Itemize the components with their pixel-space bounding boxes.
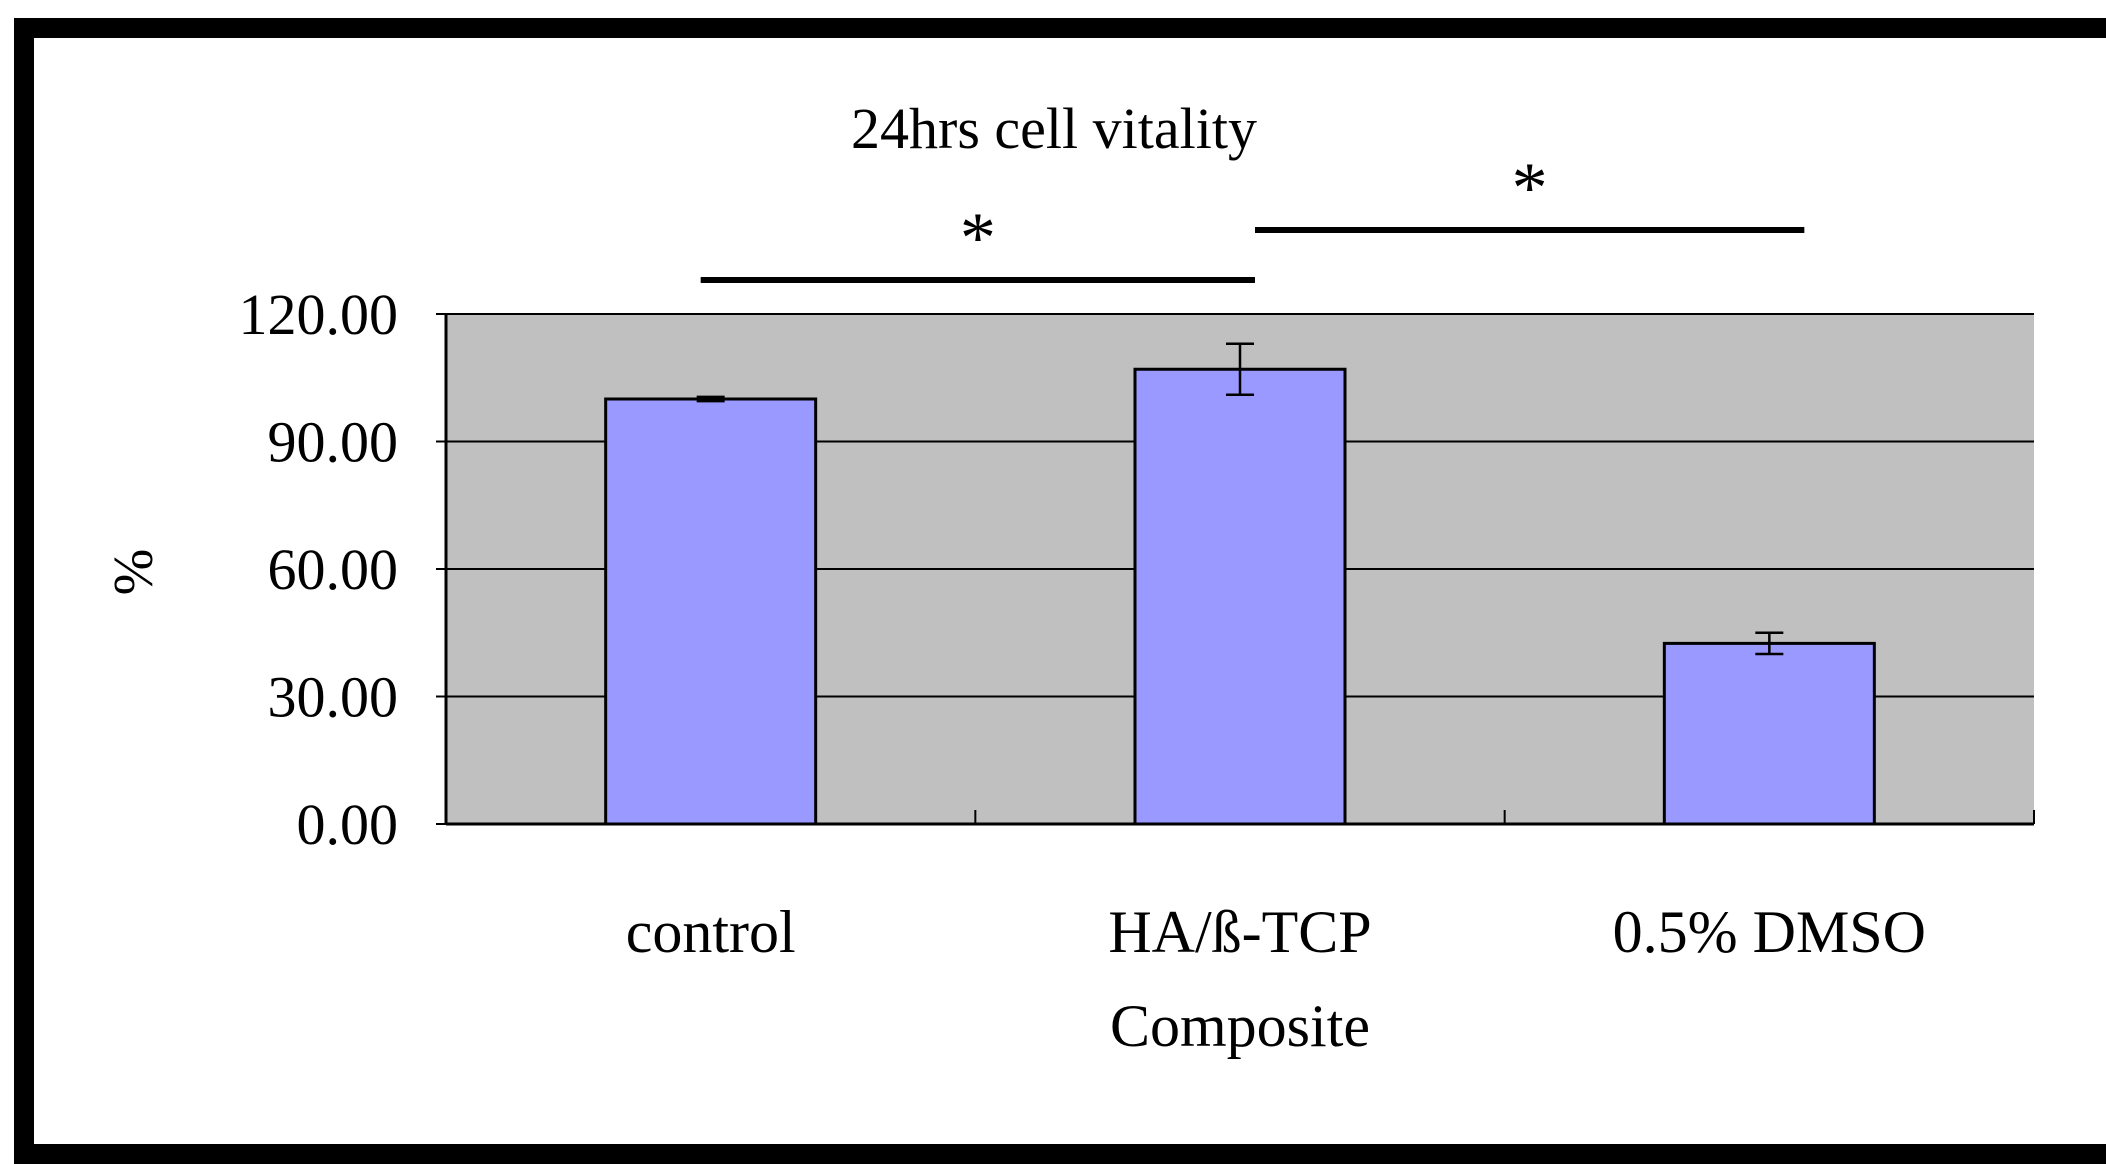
significance-label-1: * bbox=[1512, 148, 1548, 228]
x-tick-label-2: 0.5% DMSO bbox=[1613, 899, 1926, 965]
bar-1 bbox=[1133, 367, 1347, 826]
bar-0 bbox=[604, 397, 818, 826]
x-tick-label-1-line1: Composite bbox=[1110, 993, 1370, 1059]
chart-title: 24hrs cell vitality bbox=[851, 96, 1257, 161]
error-bar-0 bbox=[696, 395, 725, 403]
error-bar-1 bbox=[1226, 342, 1254, 396]
bar-2 bbox=[1662, 641, 1876, 826]
significance-label-0: * bbox=[960, 198, 996, 278]
y-tick-label-3: 90.00 bbox=[268, 410, 399, 475]
y-tick-label-2: 60.00 bbox=[268, 537, 399, 602]
y-tick-label-1: 30.00 bbox=[268, 665, 399, 730]
x-tick-label-0: control bbox=[626, 899, 796, 965]
x-tick-label-1: HA/ß-TCP bbox=[1108, 899, 1371, 965]
y-axis-label: % bbox=[103, 549, 165, 596]
y-tick-label-0: 0.00 bbox=[297, 792, 399, 857]
y-tick-label-4: 120.00 bbox=[239, 282, 399, 347]
error-bar-2 bbox=[1755, 631, 1784, 656]
